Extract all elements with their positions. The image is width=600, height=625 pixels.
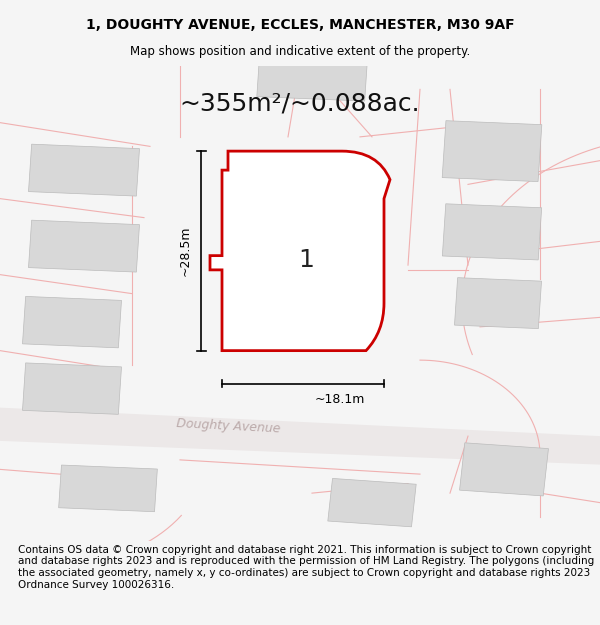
Polygon shape <box>22 363 122 414</box>
Text: Map shows position and indicative extent of the property.: Map shows position and indicative extent… <box>130 44 470 58</box>
Polygon shape <box>328 478 416 527</box>
Polygon shape <box>257 59 367 101</box>
Polygon shape <box>0 408 600 464</box>
Text: 1, DOUGHTY AVENUE, ECCLES, MANCHESTER, M30 9AF: 1, DOUGHTY AVENUE, ECCLES, MANCHESTER, M… <box>86 18 514 32</box>
Polygon shape <box>29 220 139 272</box>
Text: ~28.5m: ~28.5m <box>179 226 192 276</box>
Polygon shape <box>454 278 542 329</box>
Polygon shape <box>22 296 122 348</box>
Polygon shape <box>442 204 542 260</box>
Text: Contains OS data © Crown copyright and database right 2021. This information is : Contains OS data © Crown copyright and d… <box>18 545 594 589</box>
Text: ~18.1m: ~18.1m <box>315 393 365 406</box>
Polygon shape <box>59 465 157 512</box>
Text: ~355m²/~0.088ac.: ~355m²/~0.088ac. <box>179 92 421 116</box>
Polygon shape <box>29 144 139 196</box>
PathPatch shape <box>210 151 390 351</box>
Text: Doughty Avenue: Doughty Avenue <box>176 418 280 436</box>
Text: 1: 1 <box>298 248 314 272</box>
Polygon shape <box>460 443 548 496</box>
Polygon shape <box>442 121 542 182</box>
